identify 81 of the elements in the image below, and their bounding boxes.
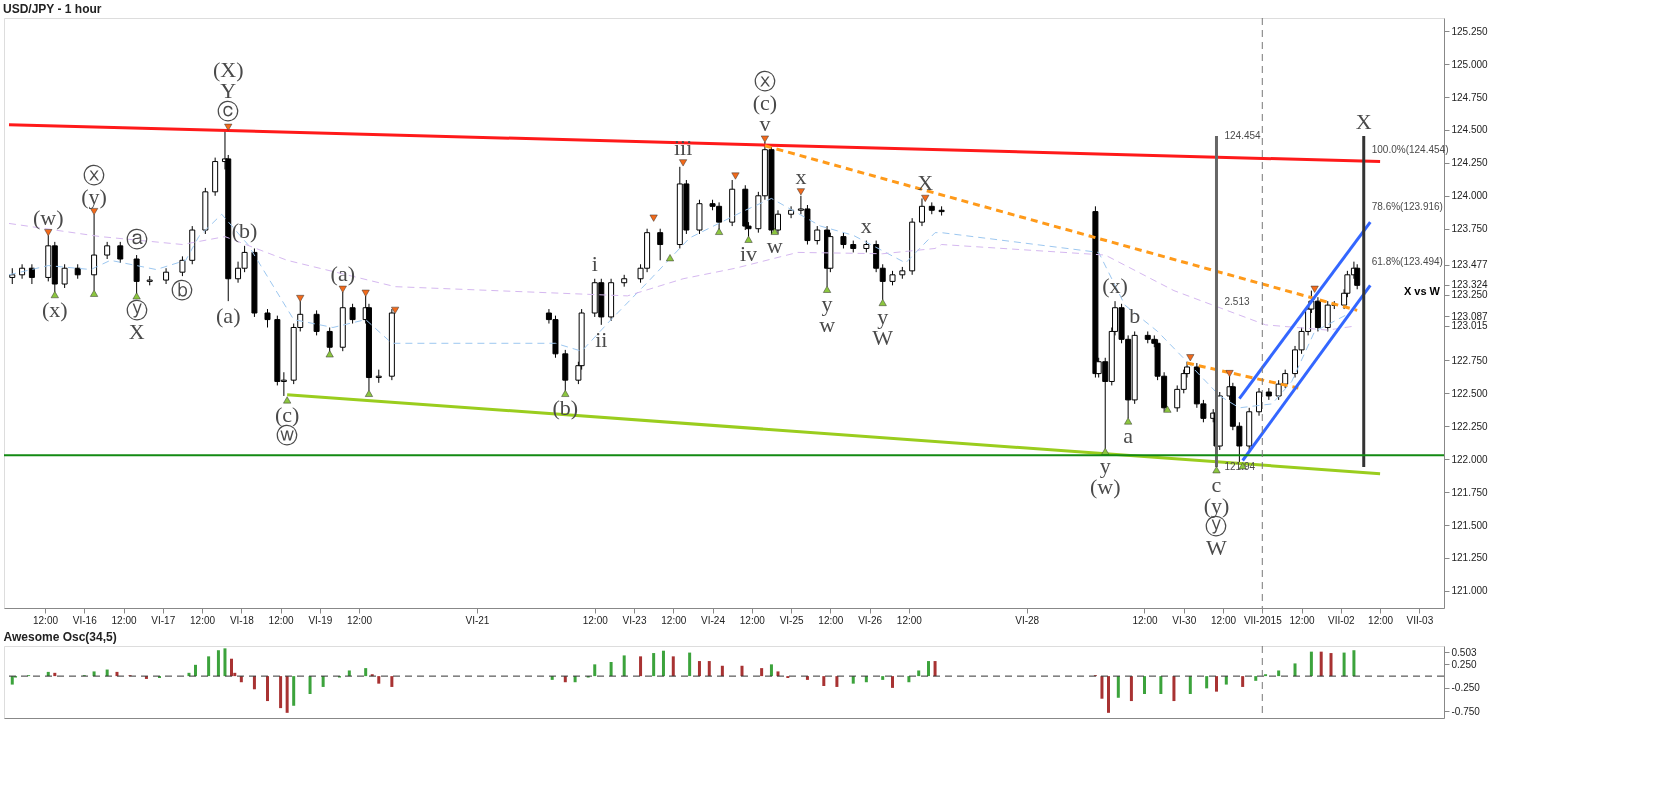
y-tick-label: 122.750	[1451, 354, 1489, 366]
annotation: iv	[739, 241, 758, 267]
x-tick-label: 12:00	[739, 614, 766, 626]
y-tick-label: 0.250	[1451, 658, 1477, 670]
annotation: X vs W	[1403, 285, 1441, 298]
annotation: v	[759, 111, 771, 137]
y-tick-label: 121.250	[1451, 552, 1489, 564]
y-tick-label: 121.500	[1451, 519, 1489, 531]
annotation: a	[1123, 422, 1134, 448]
x-tick-label: 12:00	[1132, 614, 1158, 626]
annotation: 78.6%(123.916)	[1371, 200, 1443, 212]
x-tick-label: 12:00	[1368, 614, 1394, 626]
y-tick-label: 123.250	[1451, 289, 1489, 301]
y-tick-label: 0.503	[1451, 646, 1477, 658]
x-tick-label: VI-17	[151, 614, 176, 626]
annotation: b	[1129, 303, 1141, 329]
y-tick-label: 123.477	[1451, 259, 1489, 271]
annotation: 61.8%(123.494)	[1371, 256, 1443, 268]
y-tick-label: 122.000	[1451, 453, 1489, 465]
x-tick-label: 12:00	[818, 614, 844, 626]
y-tick-label: 125.000	[1451, 58, 1489, 70]
annotation: ii	[595, 326, 608, 352]
annotation: (x)	[1102, 273, 1128, 299]
annotation: ⓧ	[753, 69, 776, 95]
x-tick-label: VI-28	[1015, 614, 1040, 626]
y-tick-label: -0.750	[1451, 705, 1481, 717]
y-tick-label: 122.500	[1451, 387, 1489, 399]
annotation: x	[795, 163, 807, 189]
x-tick-label: VI-16	[72, 614, 98, 626]
y-tick-label: 123.324	[1451, 279, 1489, 291]
x-tick-label: 12:00	[1289, 614, 1316, 626]
chart-title: USD/JPY - 1 hour	[3, 1, 102, 16]
x-tick-label: VII-02	[1327, 614, 1356, 626]
y-tick-label: 122.250	[1451, 420, 1489, 432]
annotation: 124.454	[1224, 130, 1262, 141]
annotation: (x)	[41, 296, 68, 322]
y-tick-label: 124.000	[1451, 190, 1489, 202]
x-tick-label: VI-19	[308, 614, 333, 626]
annotation: X	[1355, 109, 1372, 134]
y-tick-label: 123.087	[1451, 310, 1489, 322]
chart-title: Awesome Osc(34,5)	[3, 629, 117, 644]
x-tick-label: VI-21	[465, 614, 490, 626]
x-tick-label: 12:00	[268, 614, 295, 626]
annotation: ⓑ	[171, 278, 194, 304]
y-tick-label: -0.250	[1451, 682, 1481, 694]
annotation: c	[1211, 471, 1222, 497]
annotation: (w)	[32, 204, 64, 230]
y-tick-label: 124.750	[1451, 91, 1489, 103]
annotation: (b)	[231, 217, 258, 243]
annotation: X	[917, 170, 934, 196]
y-tick-label: 125.250	[1451, 25, 1489, 37]
annotation: (a)	[330, 261, 355, 287]
annotation: w	[766, 233, 783, 259]
annotation: (X)	[212, 57, 244, 83]
x-tick-label: 12:00	[32, 614, 59, 626]
x-tick-label: VII-2015	[1243, 614, 1283, 626]
y-tick-label: 121.750	[1451, 486, 1489, 498]
y-tick-label: 124.500	[1451, 124, 1489, 136]
x-tick-label: VI-26	[858, 614, 883, 626]
annotation: ⓐ	[125, 227, 148, 253]
x-tick-label: VI-24	[701, 614, 726, 626]
x-tick-label: 12:00	[1211, 614, 1237, 626]
y-tick-label: 124.250	[1451, 157, 1489, 169]
x-tick-label: 12:00	[347, 614, 373, 626]
annotation: i	[591, 250, 598, 276]
annotation: (a)	[216, 303, 241, 329]
x-tick-label: VII-03	[1406, 614, 1434, 626]
y-tick-label: 123.015	[1451, 320, 1489, 332]
y-tick-label: 123.750	[1451, 223, 1489, 235]
x-tick-label: 12:00	[582, 614, 609, 626]
x-tick-label: 12:00	[896, 614, 923, 626]
x-tick-label: 12:00	[661, 614, 687, 626]
x-tick-label: 12:00	[190, 614, 216, 626]
annotation: 2.513	[1224, 295, 1250, 307]
x-tick-label: VI-23	[622, 614, 647, 626]
annotation: x	[860, 212, 872, 238]
x-tick-label: VI-30	[1172, 614, 1197, 626]
x-tick-label: VI-18	[229, 614, 255, 626]
x-tick-label: 12:00	[111, 614, 137, 626]
y-tick-label: 121.000	[1451, 585, 1489, 597]
x-tick-label: VI-25	[779, 614, 804, 626]
